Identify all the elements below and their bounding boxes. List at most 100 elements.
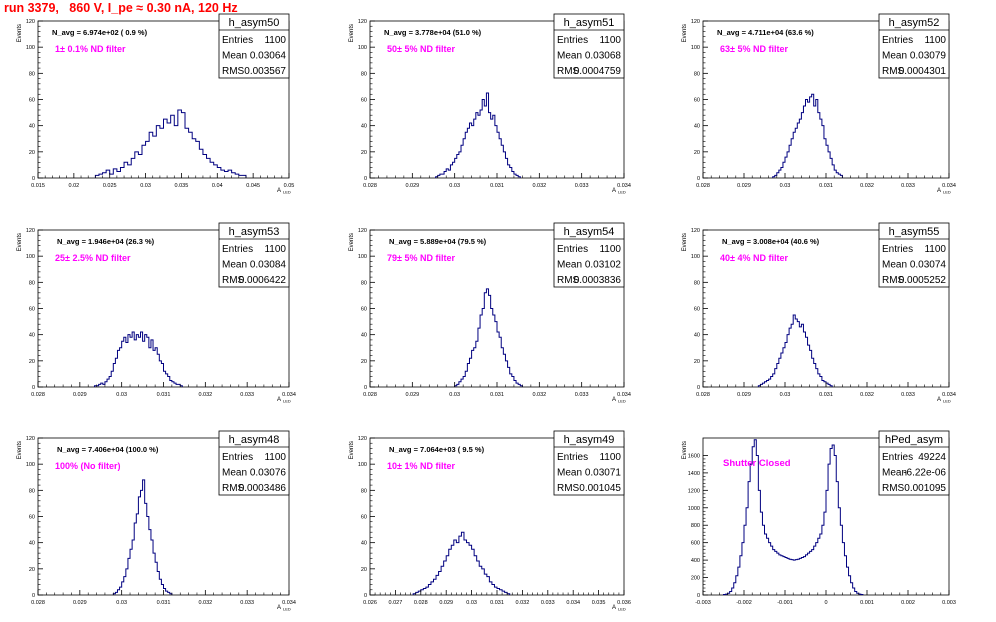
stats-value: 0.0004301 bbox=[899, 66, 947, 77]
stats-key: Mean bbox=[882, 260, 907, 271]
histogram-name: h_asym48 bbox=[229, 434, 280, 446]
y-tick-label: 400 bbox=[691, 558, 700, 564]
y-tick-label: 0 bbox=[32, 593, 35, 599]
x-tick-label: 0.033 bbox=[901, 183, 915, 189]
filter-annotation: 79± 5% ND filter bbox=[387, 253, 455, 263]
x-tick-label: 0.034 bbox=[282, 600, 296, 606]
stats-value: -6.22e-06 bbox=[903, 468, 946, 479]
histogram-panel: 0.026 0.027 0.028 0.029 0.03 0.031 0.032 0.033 0… bbox=[349, 430, 631, 612]
x-tick-label: 0.029 bbox=[73, 392, 87, 398]
x-tick-label: 0.033 bbox=[240, 392, 254, 398]
y-tick-label: 20 bbox=[29, 567, 35, 573]
histogram-panel: 0.028 0.029 0.03 0.031 0.032 0.033 0.034 0 20 40 6… bbox=[682, 222, 956, 404]
stats-key: Mean bbox=[222, 260, 247, 271]
stats-key: Mean bbox=[557, 468, 582, 479]
y-tick-label: 80 bbox=[29, 488, 35, 494]
histogram-name: h_asym52 bbox=[889, 17, 940, 29]
y-tick-label: 120 bbox=[358, 228, 367, 234]
stats-box-frame bbox=[553, 430, 625, 496]
stats-value: 0.0003486 bbox=[239, 483, 287, 494]
stats-key: Entries bbox=[557, 452, 588, 463]
stats-box: h_asym48 Entries 1100 Mean 0.03076 RMS0.00034… bbox=[218, 430, 290, 496]
histogram-panel: 0.028 0.029 0.03 0.031 0.032 0.033 0.034 0 20 40 6… bbox=[17, 430, 296, 612]
y-tick-label: 60 bbox=[361, 515, 367, 521]
y-tick-label: 60 bbox=[29, 98, 35, 104]
stats-value: 1100 bbox=[599, 244, 621, 255]
y-tick-label: 1600 bbox=[688, 453, 700, 459]
x-tick-label: 0.032 bbox=[198, 600, 212, 606]
stats-key: Mean bbox=[222, 468, 247, 479]
histogram-name: h_asym54 bbox=[564, 226, 615, 238]
y-tick-label: 40 bbox=[29, 333, 35, 339]
y-tick-label: 0 bbox=[697, 385, 700, 391]
y-tick-label: 1200 bbox=[688, 488, 700, 494]
y-tick-label: 80 bbox=[361, 488, 367, 494]
x-tick-label: 0.028 bbox=[696, 392, 710, 398]
x-tick-label: 0.03 bbox=[780, 392, 791, 398]
histogram-line bbox=[93, 331, 183, 387]
x-tick-label: 0.002 bbox=[901, 600, 915, 606]
histogram-panel: -0.003 -0.002 -0.001 0 0.001 0.002 0.003 0 200 40… bbox=[682, 430, 956, 606]
x-tick-label: 0.028 bbox=[363, 183, 377, 189]
navg-annotation: N_avg = 3.778e+04 (51.0 %) bbox=[384, 28, 482, 37]
x-tick-label: 0.028 bbox=[31, 600, 45, 606]
x-tick-label: 0.02 bbox=[68, 183, 79, 189]
x-tick-label: 0.035 bbox=[592, 600, 606, 606]
navg-annotation: N_avg = 4.711e+04 (63.6 %) bbox=[717, 28, 814, 37]
y-tick-label: 100 bbox=[358, 254, 367, 260]
stats-value: 49224 bbox=[918, 452, 946, 463]
x-tick-label: 0.031 bbox=[819, 392, 833, 398]
y-tick-label: 20 bbox=[29, 359, 35, 365]
stats-key: RMS bbox=[222, 66, 245, 77]
y-tick-label: 20 bbox=[29, 150, 35, 156]
y-tick-label: 80 bbox=[29, 71, 35, 77]
stats-value: 0.03102 bbox=[585, 260, 622, 271]
y-tick-label: 120 bbox=[358, 19, 367, 25]
stats-key: Mean bbox=[557, 260, 582, 271]
stats-value: 0.001045 bbox=[579, 483, 621, 494]
x-tick-label: 0.034 bbox=[282, 392, 296, 398]
histogram-name: h_asym53 bbox=[229, 226, 280, 238]
x-tick-label: 0.032 bbox=[532, 183, 546, 189]
x-tick-label: 0.035 bbox=[175, 183, 189, 189]
x-tick-label: 0.033 bbox=[541, 600, 555, 606]
stats-key: Entries bbox=[222, 35, 253, 46]
stats-box: h_asym53 Entries 1100 Mean 0.03084 RMS0.00064… bbox=[218, 222, 290, 288]
x-tick-label: 0.025 bbox=[103, 183, 117, 189]
histogram-panel: 0.028 0.029 0.03 0.031 0.032 0.033 0.034 0 20 40 6… bbox=[349, 13, 631, 195]
y-tick-label: 0 bbox=[364, 176, 367, 182]
y-tick-label: 20 bbox=[361, 567, 367, 573]
histogram-name: hPed_asym bbox=[885, 434, 943, 446]
x-axis-label: A LED bbox=[277, 605, 291, 612]
y-tick-label: 100 bbox=[26, 45, 35, 51]
stats-value: 1100 bbox=[924, 35, 946, 46]
stats-box-frame bbox=[878, 430, 950, 496]
x-tick-label: 0.029 bbox=[73, 600, 87, 606]
x-tick-label: 0.034 bbox=[617, 183, 631, 189]
stats-box: h_asym51 Entries 1100 Mean 0.03068 RMS0.00047… bbox=[553, 13, 625, 79]
stats-value: 1100 bbox=[264, 452, 286, 463]
x-tick-label: 0.031 bbox=[490, 392, 504, 398]
filter-annotation: 63± 5% ND filter bbox=[720, 44, 788, 54]
x-tick-label: 0.03 bbox=[116, 600, 127, 606]
y-tick-label: 40 bbox=[361, 541, 367, 547]
y-axis-label: Events bbox=[682, 24, 688, 42]
stats-box-frame bbox=[553, 222, 625, 288]
x-axis-label: A LED bbox=[612, 397, 626, 404]
y-tick-label: 40 bbox=[361, 124, 367, 130]
y-tick-label: 60 bbox=[29, 515, 35, 521]
x-axis-label: A LED bbox=[937, 397, 951, 404]
navg-annotation: N_avg = 6.974e+02 ( 0.9 %) bbox=[52, 28, 148, 37]
stats-box-frame bbox=[878, 222, 950, 288]
x-tick-label: -0.003 bbox=[695, 600, 711, 606]
x-tick-label: 0.03 bbox=[780, 183, 791, 189]
x-axis-label: A LED bbox=[612, 605, 626, 612]
y-tick-label: 60 bbox=[694, 307, 700, 313]
stats-key: Entries bbox=[882, 452, 913, 463]
x-tick-label: 0.015 bbox=[31, 183, 45, 189]
y-axis-label: Events bbox=[349, 24, 355, 42]
x-tick-label: 0.04 bbox=[212, 183, 223, 189]
filter-annotation: 50± 5% ND filter bbox=[387, 44, 455, 54]
x-tick-label: 0.031 bbox=[490, 183, 504, 189]
stats-value: 1100 bbox=[924, 244, 946, 255]
